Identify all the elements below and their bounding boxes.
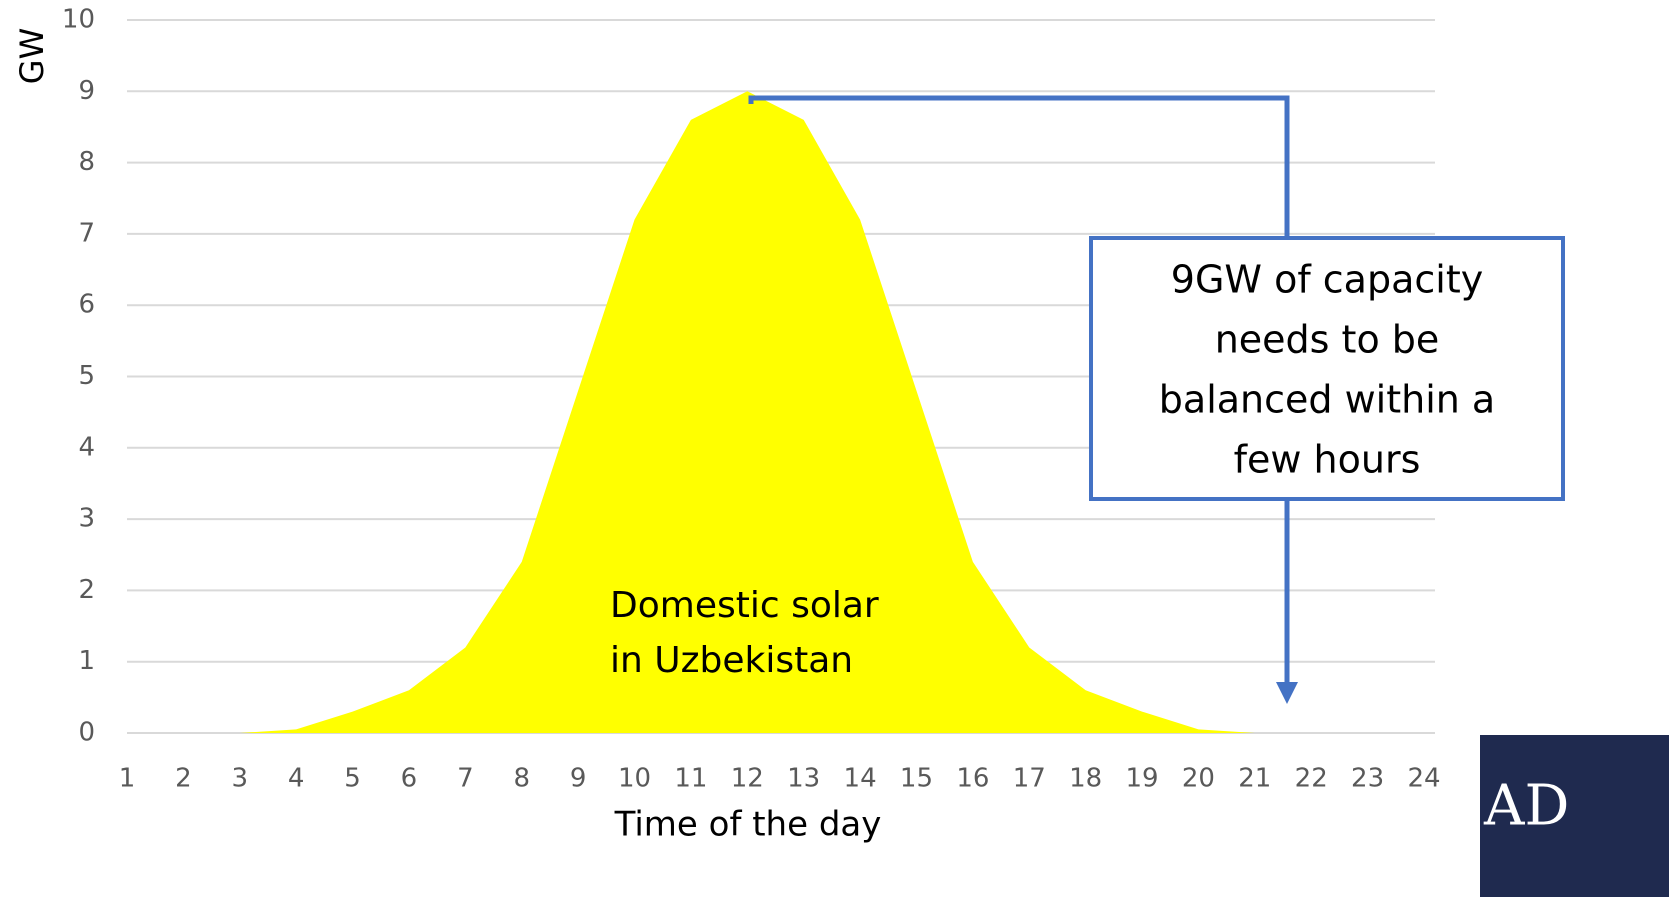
x-tick-label: 17 bbox=[1013, 764, 1046, 794]
y-tick-label: 0 bbox=[78, 718, 95, 748]
x-tick-label: 11 bbox=[674, 764, 707, 794]
area bbox=[127, 91, 1424, 734]
x-tick-label: 9 bbox=[570, 764, 587, 794]
x-tick-label: 18 bbox=[1069, 764, 1102, 794]
y-tick-label: 6 bbox=[78, 290, 95, 320]
x-tick-label: 14 bbox=[844, 764, 877, 794]
x-tick-label: 24 bbox=[1407, 764, 1440, 794]
x-tick-label: 20 bbox=[1182, 764, 1215, 794]
x-tick-label: 13 bbox=[787, 764, 820, 794]
x-tick-label: 15 bbox=[900, 764, 933, 794]
logo-text: AD bbox=[1483, 774, 1569, 839]
x-tick-label: 12 bbox=[731, 764, 764, 794]
y-tick-label: 8 bbox=[78, 147, 95, 177]
callout-text: needs to be bbox=[1215, 318, 1440, 362]
area-annotation: Domestic solar bbox=[610, 585, 879, 626]
callout-text: 9GW of capacity bbox=[1171, 258, 1483, 302]
arrow-head bbox=[1276, 682, 1298, 704]
y-tick-label: 1 bbox=[78, 646, 95, 676]
x-tick-label: 21 bbox=[1238, 764, 1271, 794]
y-tick-label: 5 bbox=[78, 361, 95, 391]
x-tick-label: 19 bbox=[1125, 764, 1158, 794]
x-tick-label: 3 bbox=[232, 764, 249, 794]
area-annotation: in Uzbekistan bbox=[610, 640, 853, 681]
x-tick-label: 2 bbox=[175, 764, 192, 794]
y-tick-label: 7 bbox=[78, 218, 95, 248]
y-tick-label: 4 bbox=[78, 432, 95, 462]
x-tick-label: 8 bbox=[513, 764, 530, 794]
y-tick-label: 3 bbox=[78, 504, 95, 534]
x-tick-label: 6 bbox=[401, 764, 418, 794]
x-tick-label: 22 bbox=[1295, 764, 1328, 794]
x-tick-label: 7 bbox=[457, 764, 474, 794]
x-axis-title: Time of the day bbox=[614, 805, 882, 845]
y-tick-label: 10 bbox=[62, 5, 95, 35]
x-tick-label: 16 bbox=[956, 764, 989, 794]
callout-text: balanced within a bbox=[1159, 378, 1495, 422]
x-tick-label: 23 bbox=[1351, 764, 1384, 794]
x-tick-label: 1 bbox=[119, 764, 136, 794]
y-tick-label: 2 bbox=[78, 575, 95, 605]
x-tick-label: 5 bbox=[344, 764, 361, 794]
callout-box bbox=[1089, 236, 1565, 501]
x-tick-label: 10 bbox=[618, 764, 651, 794]
y-axis-title: GW bbox=[13, 28, 51, 84]
x-tick-label: 4 bbox=[288, 764, 305, 794]
callout-text: few hours bbox=[1234, 438, 1421, 482]
logo-box bbox=[1480, 735, 1669, 897]
y-tick-label: 9 bbox=[78, 76, 95, 106]
